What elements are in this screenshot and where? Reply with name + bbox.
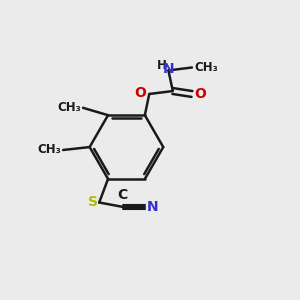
Text: CH₃: CH₃ <box>194 61 218 74</box>
Text: O: O <box>194 87 206 101</box>
Text: N: N <box>147 200 159 214</box>
Text: S: S <box>88 195 98 209</box>
Text: CH₃: CH₃ <box>57 101 81 114</box>
Text: N: N <box>163 62 174 76</box>
Text: H: H <box>157 58 167 72</box>
Text: CH₃: CH₃ <box>37 143 61 157</box>
Text: C: C <box>118 188 128 203</box>
Text: O: O <box>134 86 146 100</box>
